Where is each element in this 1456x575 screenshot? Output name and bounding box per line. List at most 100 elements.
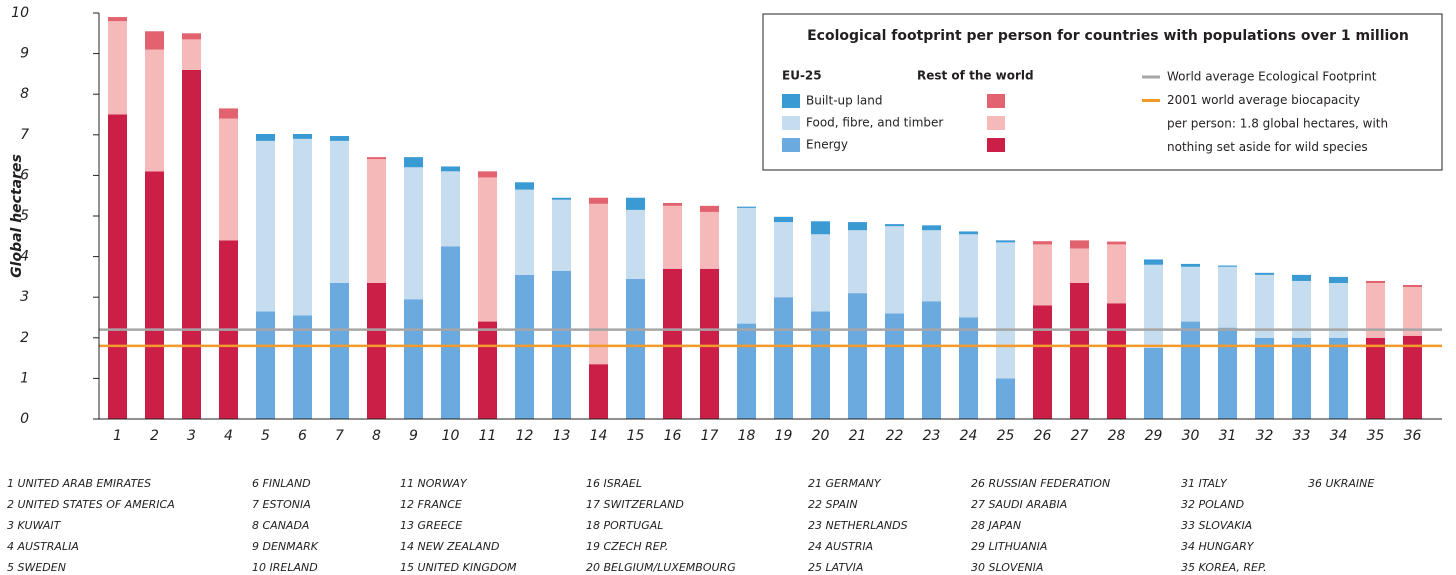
bar-segment bbox=[293, 133, 312, 139]
bar-segment bbox=[885, 226, 904, 314]
legend-label: per person: 1.8 global hectares, with bbox=[1167, 117, 1388, 131]
country-key: 31 ITALY bbox=[1181, 477, 1228, 490]
y-axis-label: Global hectares bbox=[9, 154, 25, 278]
bar-segment bbox=[256, 140, 275, 312]
bar-segment bbox=[330, 282, 349, 419]
bar-segment bbox=[1366, 280, 1385, 283]
legend-swatch bbox=[782, 138, 800, 152]
x-tick-label: 14 bbox=[590, 428, 608, 444]
x-tick-label: 20 bbox=[812, 428, 830, 444]
bar-segment bbox=[1070, 248, 1089, 283]
bar-segment bbox=[552, 199, 571, 271]
country-key: 23 NETHERLANDS bbox=[808, 519, 908, 532]
bar-segment bbox=[404, 157, 423, 168]
bar-segment bbox=[367, 282, 386, 419]
y-tick-label: 6 bbox=[20, 167, 29, 183]
bar-segment bbox=[996, 378, 1015, 419]
country-key: 1 UNITED ARAB EMIRATES bbox=[7, 477, 151, 490]
bar-segment bbox=[478, 177, 497, 322]
legend-box bbox=[762, 13, 1443, 171]
country-key: 9 DENMARK bbox=[252, 540, 319, 553]
x-tick-label: 26 bbox=[1034, 428, 1052, 444]
bar-segment bbox=[293, 138, 312, 316]
bar-segment bbox=[774, 222, 793, 298]
bar-segment bbox=[811, 234, 830, 312]
legend-label: nothing set aside for wild species bbox=[1167, 140, 1368, 154]
bar-segment bbox=[1218, 265, 1237, 267]
y-tick-label: 0 bbox=[20, 411, 29, 427]
x-tick-label: 13 bbox=[553, 428, 571, 444]
bar-segment bbox=[1292, 337, 1311, 419]
x-tick-label: 11 bbox=[479, 428, 497, 444]
x-tick-label: 17 bbox=[701, 428, 719, 444]
bar-segment bbox=[1218, 266, 1237, 328]
x-tick-label: 25 bbox=[997, 428, 1015, 444]
country-key: 2 UNITED STATES OF AMERICA bbox=[7, 498, 175, 511]
country-key: 17 SWITZERLAND bbox=[586, 498, 684, 511]
bar-segment bbox=[515, 182, 534, 190]
country-key: 8 CANADA bbox=[252, 519, 309, 532]
bar-segment bbox=[922, 225, 941, 231]
legend-label: 2001 world average biocapacity bbox=[1167, 93, 1360, 107]
bar-segment bbox=[478, 171, 497, 178]
bar-segment bbox=[700, 211, 719, 269]
bar-segment bbox=[1403, 285, 1422, 288]
bar-segment bbox=[182, 69, 201, 419]
bar-segment bbox=[811, 311, 830, 419]
country-key: 21 GERMANY bbox=[808, 477, 882, 490]
country-key: 16 ISRAEL bbox=[586, 477, 642, 490]
y-tick-label: 5 bbox=[20, 208, 29, 224]
legend-swatch bbox=[987, 116, 1005, 130]
x-tick-label: 8 bbox=[372, 428, 381, 444]
bar-segment bbox=[1292, 280, 1311, 338]
bar-segment bbox=[367, 159, 386, 283]
country-key: 14 NEW ZEALAND bbox=[400, 540, 499, 553]
country-key: 26 RUSSIAN FEDERATION bbox=[971, 477, 1110, 490]
bar-segment bbox=[1144, 347, 1163, 419]
x-tick-label: 36 bbox=[1404, 428, 1422, 444]
x-tick-label: 32 bbox=[1256, 428, 1274, 444]
legend-swatch bbox=[987, 138, 1005, 152]
x-tick-label: 1 bbox=[113, 428, 122, 444]
bar-segment bbox=[922, 301, 941, 419]
x-tick-label: 4 bbox=[224, 428, 233, 444]
bar-segment bbox=[1218, 327, 1237, 419]
bar-segment bbox=[1033, 305, 1052, 419]
country-key: 12 FRANCE bbox=[400, 498, 462, 511]
y-tick-label: 7 bbox=[20, 127, 29, 143]
bar-segment bbox=[1033, 241, 1052, 245]
bar-segment bbox=[1107, 241, 1126, 245]
bar-segment bbox=[663, 203, 682, 206]
country-key: 18 PORTUGAL bbox=[586, 519, 663, 532]
x-tick-label: 29 bbox=[1145, 428, 1163, 444]
bar-segment bbox=[848, 230, 867, 294]
x-tick-label: 15 bbox=[627, 428, 645, 444]
country-key: 20 BELGIUM/LUXEMBOURG bbox=[586, 561, 736, 574]
bar-segment bbox=[626, 197, 645, 210]
legend-swatch bbox=[782, 94, 800, 108]
bar-segment bbox=[848, 222, 867, 231]
bar-segment bbox=[108, 114, 127, 419]
bar-segment bbox=[1181, 321, 1200, 419]
bar-segment bbox=[1070, 282, 1089, 419]
x-tick-label: 21 bbox=[849, 428, 867, 444]
bar-segment bbox=[145, 31, 164, 50]
bar-segment bbox=[330, 136, 349, 141]
country-key: 34 HUNGARY bbox=[1181, 540, 1255, 553]
bar-segment bbox=[626, 209, 645, 279]
country-key: 6 FINLAND bbox=[252, 477, 311, 490]
x-tick-label: 7 bbox=[335, 428, 344, 444]
country-key: 28 JAPAN bbox=[971, 519, 1021, 532]
x-tick-label: 35 bbox=[1367, 428, 1385, 444]
bar-segment bbox=[700, 205, 719, 212]
x-tick-label: 28 bbox=[1108, 428, 1126, 444]
country-key: 4 AUSTRALIA bbox=[7, 540, 79, 553]
bar-segment bbox=[1255, 272, 1274, 275]
legend-label: World average Ecological Footprint bbox=[1167, 70, 1377, 84]
bar-segment bbox=[1329, 337, 1348, 419]
x-tick-label: 10 bbox=[442, 428, 460, 444]
bar-segment bbox=[959, 231, 978, 235]
bar-segment bbox=[367, 157, 386, 160]
country-key: 36 UKRAINE bbox=[1308, 477, 1374, 490]
